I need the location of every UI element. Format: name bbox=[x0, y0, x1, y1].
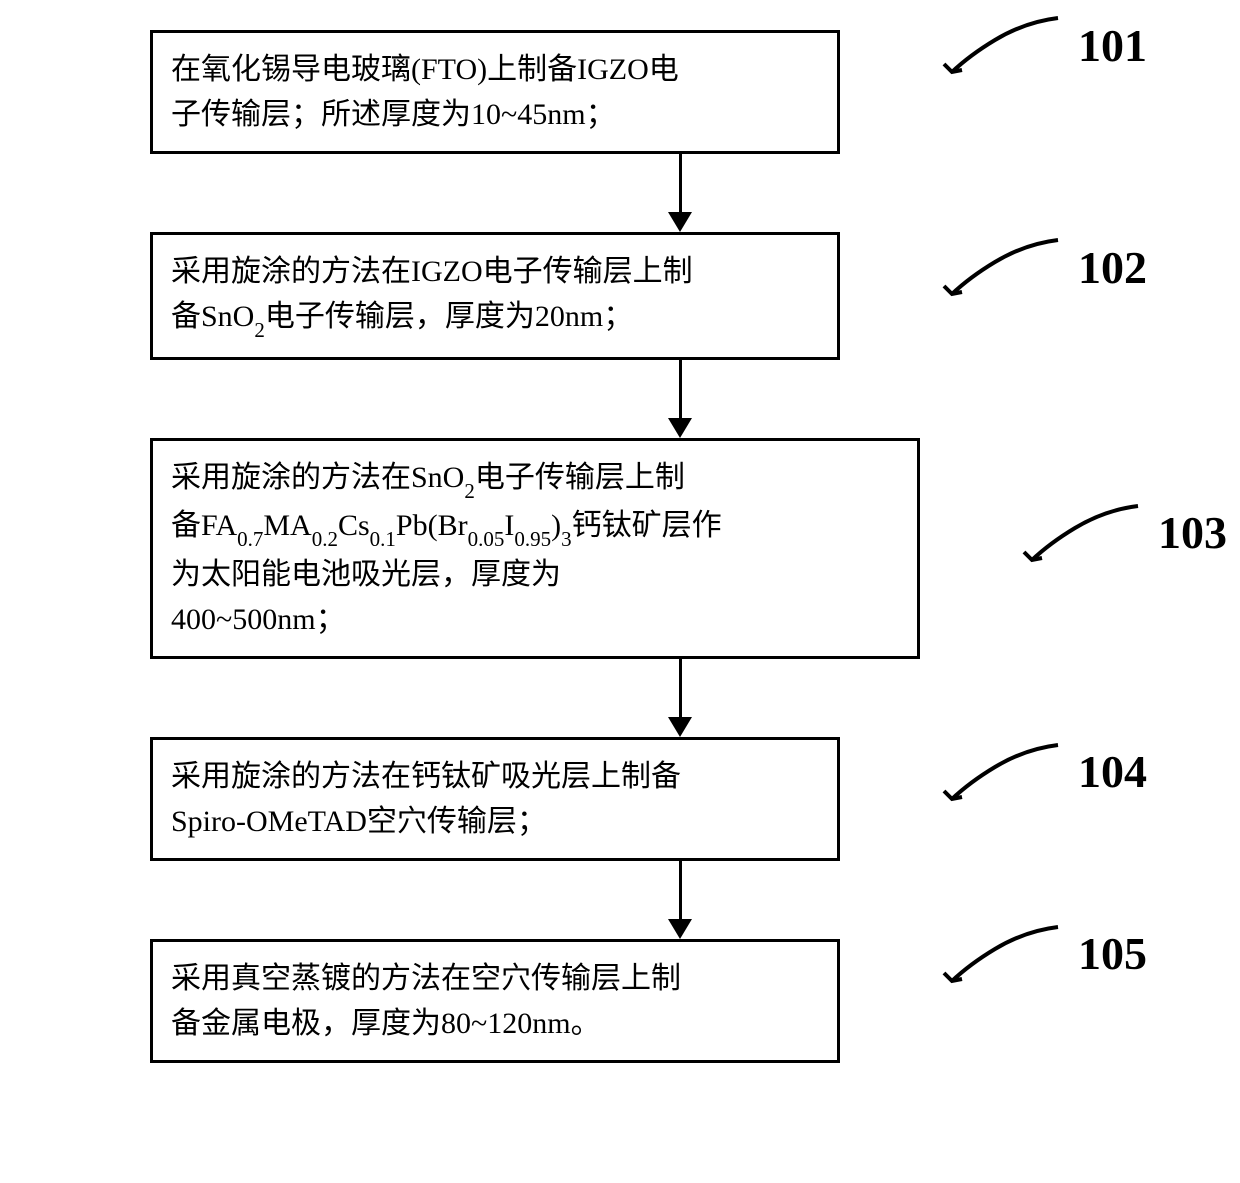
step-box-105: 采用真空蒸镀的方法在空穴传输层上制备金属电极，厚度为80~120nm。 bbox=[150, 939, 840, 1063]
step-line: 采用旋涂的方法在SnO2电子传输层上制 bbox=[171, 455, 899, 504]
step-label-105: 105 bbox=[940, 919, 1147, 989]
step-line: 备SnO2电子传输层，厚度为20nm； bbox=[171, 294, 819, 343]
step-number: 105 bbox=[1078, 927, 1147, 980]
step-line: 采用旋涂的方法在钙钛矿吸光层上制备 bbox=[171, 754, 819, 799]
step-line: 备金属电极，厚度为80~120nm。 bbox=[171, 1001, 819, 1046]
pointer-arrow-icon bbox=[940, 232, 1070, 302]
step-line: 备FA0.7MA0.2Cs0.1Pb(Br0.05I0.95)3钙钛矿层作 bbox=[171, 503, 899, 552]
flowchart: 在氧化锡导电玻璃(FTO)上制备IGZO电子传输层；所述厚度为10~45nm； … bbox=[30, 30, 1210, 1063]
step-line: 在氧化锡导电玻璃(FTO)上制备IGZO电 bbox=[171, 47, 819, 92]
step-row-101: 在氧化锡导电玻璃(FTO)上制备IGZO电子传输层；所述厚度为10~45nm； … bbox=[150, 30, 1210, 154]
step-label-101: 101 bbox=[940, 10, 1147, 80]
step-label-104: 104 bbox=[940, 737, 1147, 807]
step-box-102: 采用旋涂的方法在IGZO电子传输层上制备SnO2电子传输层，厚度为20nm； bbox=[150, 232, 840, 360]
step-line: Spiro-OMeTAD空穴传输层； bbox=[171, 799, 819, 844]
pointer-arrow-icon bbox=[1020, 498, 1150, 568]
step-number: 103 bbox=[1158, 506, 1227, 559]
arrow-down-icon bbox=[335, 154, 1025, 232]
step-row-104: 采用旋涂的方法在钙钛矿吸光层上制备Spiro-OMeTAD空穴传输层； 104 bbox=[150, 737, 1210, 861]
step-number: 101 bbox=[1078, 19, 1147, 72]
step-number: 102 bbox=[1078, 241, 1147, 294]
step-row-103: 采用旋涂的方法在SnO2电子传输层上制备FA0.7MA0.2Cs0.1Pb(Br… bbox=[150, 438, 1210, 659]
step-number: 104 bbox=[1078, 745, 1147, 798]
step-line: 为太阳能电池吸光层，厚度为 bbox=[171, 552, 899, 597]
pointer-arrow-icon bbox=[940, 919, 1070, 989]
step-label-102: 102 bbox=[940, 232, 1147, 302]
step-box-101: 在氧化锡导电玻璃(FTO)上制备IGZO电子传输层；所述厚度为10~45nm； bbox=[150, 30, 840, 154]
arrow-down-icon bbox=[295, 659, 1065, 737]
step-line: 400~500nm； bbox=[171, 597, 899, 642]
step-line: 采用真空蒸镀的方法在空穴传输层上制 bbox=[171, 956, 819, 1001]
step-box-104: 采用旋涂的方法在钙钛矿吸光层上制备Spiro-OMeTAD空穴传输层； bbox=[150, 737, 840, 861]
pointer-arrow-icon bbox=[940, 10, 1070, 80]
step-row-105: 采用真空蒸镀的方法在空穴传输层上制备金属电极，厚度为80~120nm。 105 bbox=[150, 939, 1210, 1063]
step-label-103: 103 bbox=[1020, 498, 1227, 568]
step-box-103: 采用旋涂的方法在SnO2电子传输层上制备FA0.7MA0.2Cs0.1Pb(Br… bbox=[150, 438, 920, 659]
arrow-down-icon bbox=[335, 861, 1025, 939]
step-line: 采用旋涂的方法在IGZO电子传输层上制 bbox=[171, 249, 819, 294]
arrow-down-icon bbox=[335, 360, 1025, 438]
pointer-arrow-icon bbox=[940, 737, 1070, 807]
step-row-102: 采用旋涂的方法在IGZO电子传输层上制备SnO2电子传输层，厚度为20nm； 1… bbox=[150, 232, 1210, 360]
step-line: 子传输层；所述厚度为10~45nm； bbox=[171, 92, 819, 137]
